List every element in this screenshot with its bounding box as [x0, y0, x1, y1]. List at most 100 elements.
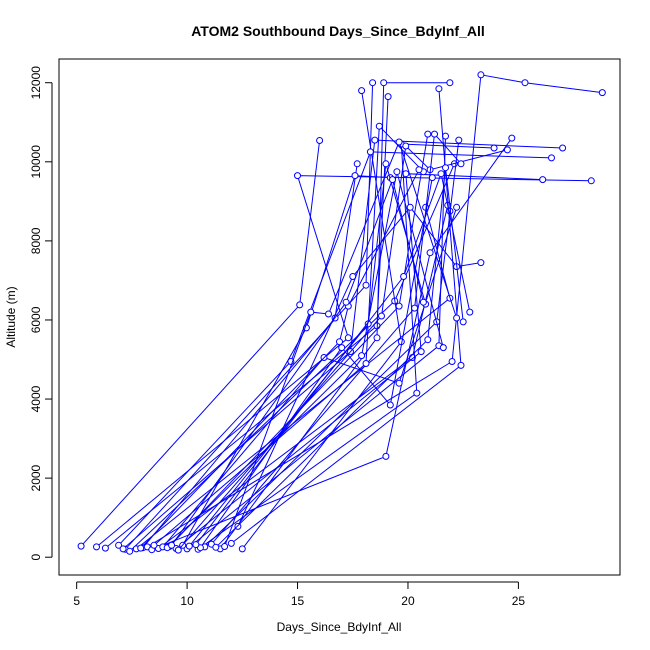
series-line	[122, 139, 563, 550]
data-point	[431, 130, 438, 138]
data-point	[168, 541, 176, 549]
data-point	[296, 301, 304, 309]
y-axis-label: Altitude (m)	[4, 286, 18, 347]
data-point	[212, 543, 220, 551]
data-point	[375, 122, 383, 130]
series-28	[221, 138, 461, 550]
data-point	[380, 79, 388, 87]
series-line	[199, 177, 433, 548]
data-point	[389, 176, 396, 184]
series-line	[211, 132, 462, 545]
y-tick-label: 2000	[29, 464, 43, 491]
series-2	[93, 172, 595, 551]
data-point	[508, 134, 516, 142]
data-point	[101, 544, 109, 552]
series-line	[166, 171, 444, 549]
data-point	[406, 203, 414, 211]
data-point	[598, 89, 606, 97]
data-point	[369, 79, 377, 87]
series-line	[158, 203, 451, 549]
series-31	[137, 166, 423, 552]
data-point	[426, 249, 434, 257]
data-point	[402, 142, 410, 150]
data-point	[442, 132, 449, 140]
data-point	[457, 160, 465, 168]
data-point	[559, 144, 567, 152]
data-point	[362, 360, 370, 367]
data-point	[477, 259, 485, 267]
data-point	[227, 539, 235, 547]
data-point	[342, 298, 350, 306]
data-point	[307, 308, 315, 316]
series-line	[195, 171, 471, 545]
data-point	[362, 281, 370, 289]
series-6	[132, 203, 454, 553]
data-point	[503, 146, 511, 154]
series-line	[147, 74, 603, 548]
data-point	[353, 160, 361, 168]
series-line	[80, 140, 321, 547]
data-point	[424, 130, 432, 138]
data-point	[221, 543, 229, 550]
data-point	[294, 172, 301, 180]
series-30	[163, 168, 447, 552]
data-point	[395, 138, 403, 146]
y-tick-label: 0	[29, 554, 43, 561]
x-tick-label: 25	[512, 594, 526, 608]
data-point	[424, 336, 432, 344]
data-point	[587, 177, 595, 185]
x-tick-label: 15	[291, 594, 305, 608]
data-point	[384, 93, 392, 101]
data-point	[77, 542, 85, 550]
series-32	[212, 164, 467, 551]
data-point	[185, 542, 193, 550]
axes-layer: 5 10 15 20 25 0 2000 4000 6000 8000 10000 12000	[29, 58, 621, 608]
data-point	[366, 148, 374, 156]
series-line	[118, 151, 552, 546]
series-18	[238, 87, 405, 553]
data-point	[521, 79, 529, 87]
series-1	[77, 137, 324, 550]
data-point	[453, 203, 461, 211]
data-point	[115, 541, 123, 549]
data-point	[382, 452, 390, 460]
data-point	[448, 358, 456, 365]
data-point	[93, 543, 100, 551]
data-point	[446, 79, 454, 87]
data-point	[338, 344, 346, 352]
y-tick-label: 6000	[29, 306, 43, 333]
data-point	[351, 172, 359, 180]
data-point	[477, 71, 485, 79]
data-point	[126, 547, 134, 555]
series-8	[143, 71, 606, 551]
series-layer	[77, 71, 606, 555]
data-point	[386, 401, 394, 409]
x-tick-label: 20	[401, 594, 415, 608]
x-axis-label: Days_Since_BdyInf_All	[277, 620, 402, 634]
data-point	[455, 136, 463, 144]
data-point	[395, 302, 403, 310]
x-tick-label: 10	[180, 594, 194, 608]
data-point	[442, 164, 449, 172]
data-point	[459, 318, 467, 326]
data-point	[466, 308, 474, 316]
data-point	[316, 137, 324, 144]
y-tick-label: 4000	[29, 385, 43, 412]
series-line	[151, 137, 513, 551]
data-point	[373, 334, 381, 342]
data-point	[437, 170, 445, 178]
series-line	[96, 175, 592, 548]
series-23	[119, 136, 567, 553]
data-point	[234, 522, 242, 530]
data-point	[539, 176, 547, 184]
data-point	[395, 379, 403, 387]
series-line	[140, 169, 420, 549]
series-33	[168, 176, 427, 549]
data-point	[393, 168, 401, 176]
data-point	[400, 273, 408, 280]
data-point	[344, 334, 352, 342]
data-point	[453, 314, 461, 322]
data-point	[411, 304, 419, 312]
